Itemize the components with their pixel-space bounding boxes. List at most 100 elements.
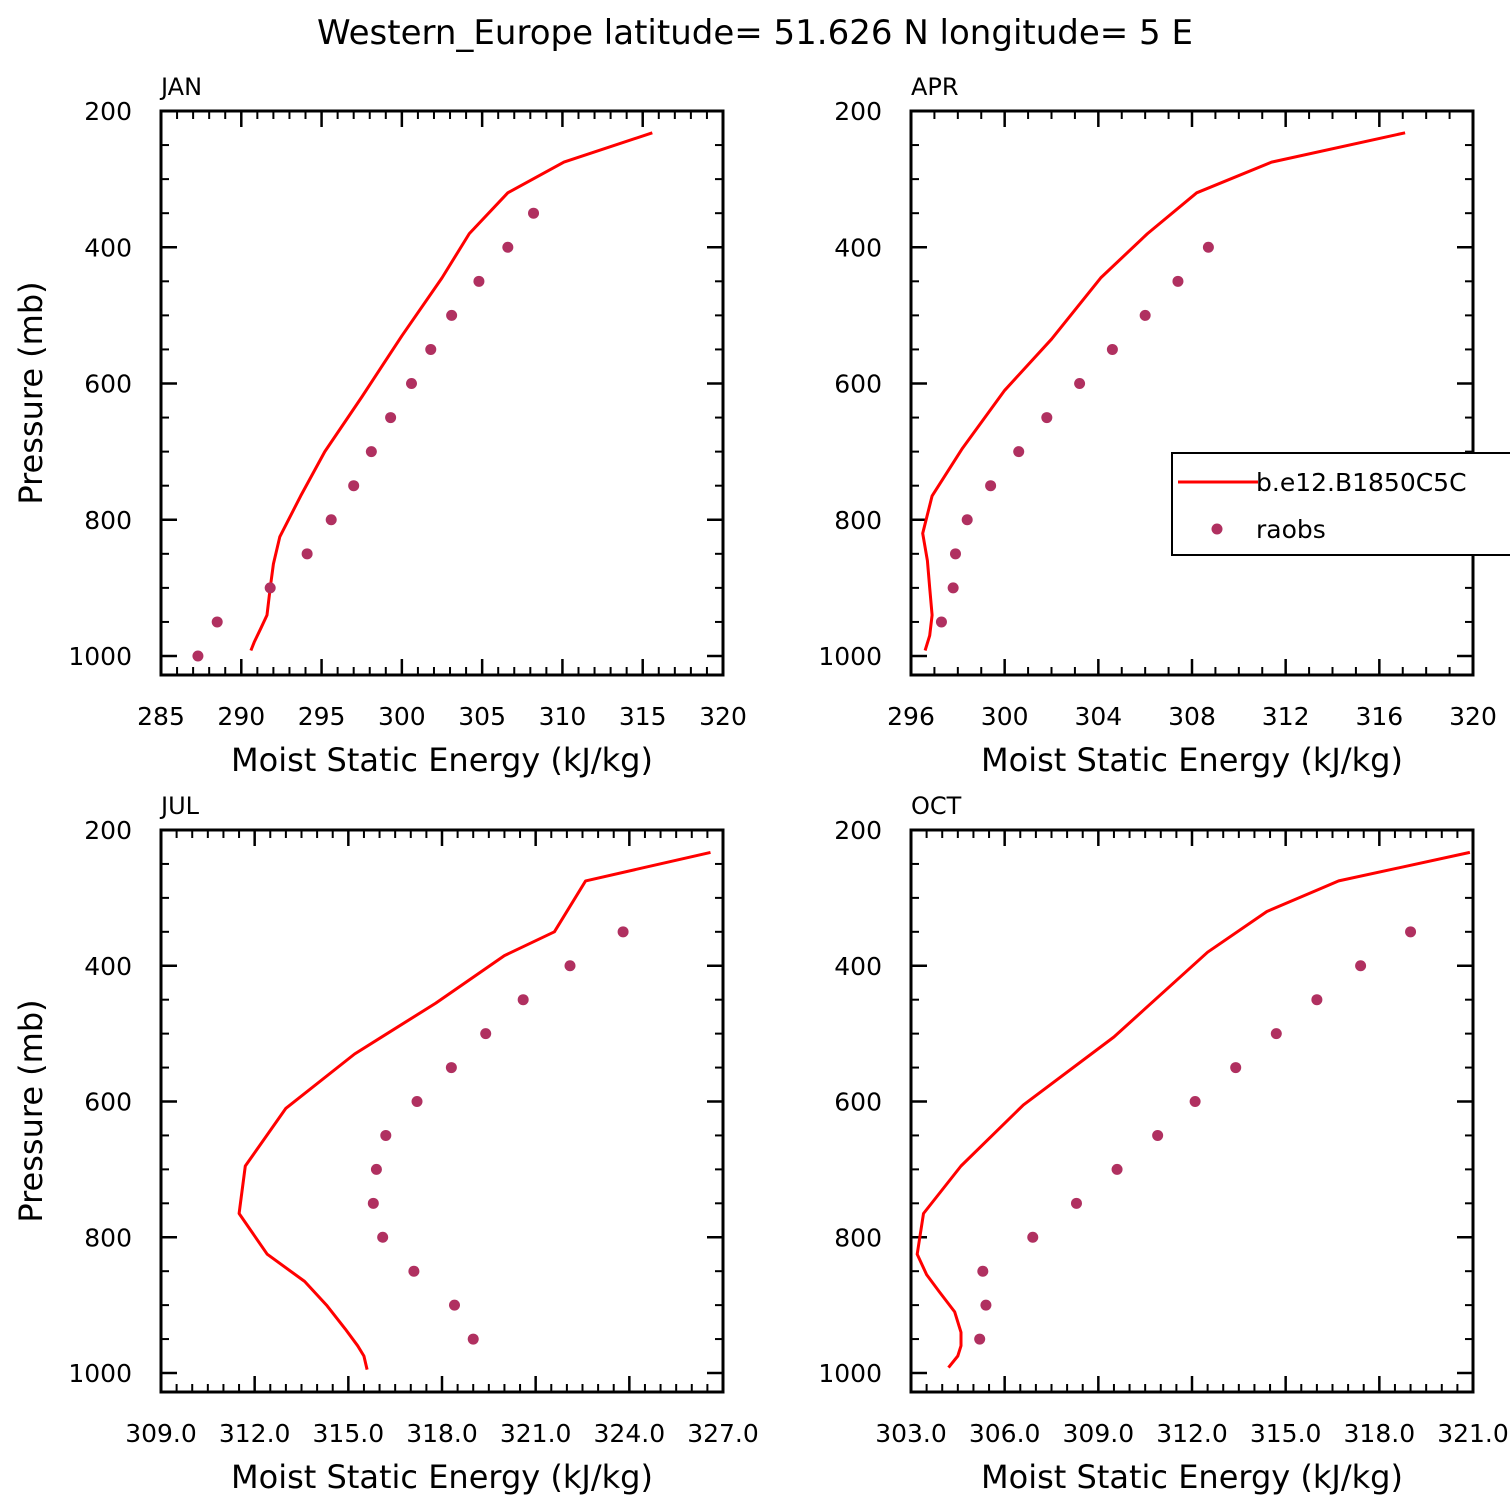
y-tick-label: 1000 bbox=[818, 1359, 882, 1388]
raobs-point bbox=[1270, 1028, 1282, 1040]
x-tick-label: 318.0 bbox=[1344, 1419, 1416, 1448]
raobs-point bbox=[425, 343, 437, 355]
x-tick-label: 327.0 bbox=[687, 1419, 759, 1448]
series-raobs bbox=[367, 926, 629, 1345]
x-tick-label: 304 bbox=[1074, 702, 1122, 731]
raobs-point bbox=[408, 1265, 420, 1277]
panels: JAN 285 290 295 300 305 310 315 320 1000 800 600 400… bbox=[12, 73, 1509, 1496]
y-tick-label: 400 bbox=[834, 952, 882, 981]
raobs-point bbox=[1152, 1129, 1164, 1141]
raobs-point bbox=[301, 548, 313, 560]
y-tick-label: 200 bbox=[834, 97, 882, 126]
raobs-point bbox=[1074, 378, 1086, 389]
raobs-point bbox=[1111, 1163, 1123, 1175]
x-tick-label: 309.0 bbox=[125, 1419, 197, 1448]
y-tick-label: 800 bbox=[84, 1223, 132, 1252]
y-tick-label: 600 bbox=[84, 370, 132, 399]
legend: b.e12.B1850C5C raobs bbox=[1171, 452, 1510, 556]
raobs-point bbox=[1230, 1062, 1242, 1074]
plot-frame bbox=[159, 828, 725, 1394]
series-raobs bbox=[935, 241, 1214, 628]
x-tick-label: 320 bbox=[1449, 702, 1497, 731]
x-tick-label: 300 bbox=[981, 702, 1029, 731]
x-tick-label: 315.0 bbox=[313, 1419, 385, 1448]
panel-label: APR bbox=[911, 73, 959, 101]
raobs-point bbox=[377, 1231, 389, 1243]
raobs-point bbox=[949, 548, 961, 560]
x-tick-label: 309.0 bbox=[1063, 1419, 1135, 1448]
raobs-point bbox=[961, 514, 973, 526]
raobs-point bbox=[1139, 309, 1151, 321]
raobs-point bbox=[1311, 994, 1323, 1006]
x-tick-label: 295 bbox=[298, 702, 346, 731]
y-tick-label: 600 bbox=[834, 370, 882, 399]
raobs-point bbox=[1027, 1231, 1039, 1243]
panel-label: JUL bbox=[159, 792, 200, 820]
x-tick-label: 316 bbox=[1355, 702, 1403, 731]
raobs-point bbox=[385, 412, 397, 424]
raobs-point bbox=[473, 275, 485, 287]
x-axis-title: Moist Static Energy (kJ/kg) bbox=[231, 1458, 653, 1496]
x-axis-title: Moist Static Energy (kJ/kg) bbox=[981, 1458, 1403, 1496]
raobs-point bbox=[264, 582, 276, 594]
raobs-point bbox=[617, 926, 629, 938]
legend-label-model: b.e12.B1850C5C bbox=[1256, 468, 1467, 497]
plot-frame bbox=[159, 109, 725, 677]
x-axis-title: Moist Static Energy (kJ/kg) bbox=[981, 741, 1403, 779]
panel-oct: OCT 303.0 306.0 309.0 312.0 315.0 318.0 321.0 10… bbox=[818, 792, 1508, 1496]
panel-jul: JUL 309.0 312.0 315.0 318.0 321.0 324.0 327.0 10… bbox=[12, 792, 759, 1496]
raobs-point bbox=[192, 650, 204, 662]
raobs-point bbox=[502, 241, 514, 253]
raobs-point bbox=[1106, 343, 1118, 355]
series-line-model bbox=[249, 131, 653, 652]
raobs-point bbox=[480, 1028, 492, 1040]
raobs-point bbox=[1189, 1096, 1201, 1107]
raobs-point bbox=[467, 1333, 479, 1345]
raobs-point bbox=[1202, 241, 1214, 253]
x-tick-label: 315 bbox=[619, 702, 667, 731]
raobs-point bbox=[365, 446, 377, 458]
raobs-point bbox=[1355, 960, 1367, 972]
raobs-point bbox=[370, 1163, 382, 1175]
raobs-point bbox=[947, 582, 959, 594]
x-tick-label: 310 bbox=[539, 702, 587, 731]
raobs-point bbox=[325, 514, 337, 526]
x-tick-label: 312.0 bbox=[219, 1419, 291, 1448]
x-tick-label: 300 bbox=[378, 702, 426, 731]
x-tick-label: 321.0 bbox=[1437, 1419, 1509, 1448]
panel-label: JAN bbox=[159, 73, 202, 101]
legend-box bbox=[1171, 452, 1510, 556]
raobs-point bbox=[211, 616, 223, 628]
x-tick-label: 285 bbox=[137, 702, 185, 731]
raobs-point bbox=[974, 1333, 986, 1345]
series-raobs bbox=[974, 926, 1417, 1345]
legend-label-raobs: raobs bbox=[1256, 515, 1326, 544]
y-axis-title: Pressure (mb) bbox=[12, 999, 50, 1222]
panel-jan: JAN 285 290 295 300 305 310 315 320 1000 800 600 400… bbox=[12, 73, 747, 779]
x-tick-label: 312 bbox=[1262, 702, 1310, 731]
raobs-point bbox=[1041, 412, 1053, 424]
x-tick-label: 290 bbox=[217, 702, 265, 731]
x-axis-title: Moist Static Energy (kJ/kg) bbox=[231, 741, 653, 779]
y-tick-label: 200 bbox=[84, 97, 132, 126]
x-tick-label: 312.0 bbox=[1156, 1419, 1228, 1448]
y-tick-label: 800 bbox=[834, 506, 882, 535]
x-tick-label: 320 bbox=[699, 702, 747, 731]
raobs-point bbox=[445, 1062, 457, 1074]
y-axis-title: Pressure (mb) bbox=[12, 281, 50, 504]
series-line-model bbox=[921, 131, 1406, 651]
raobs-point bbox=[411, 1096, 423, 1107]
raobs-point bbox=[380, 1129, 392, 1141]
x-tick-label: 318.0 bbox=[406, 1419, 478, 1448]
y-tick-label: 400 bbox=[834, 233, 882, 262]
y-tick-label: 600 bbox=[84, 1088, 132, 1117]
raobs-point bbox=[448, 1299, 460, 1311]
raobs-point bbox=[1172, 275, 1184, 287]
y-tick-label: 400 bbox=[84, 233, 132, 262]
y-tick-label: 1000 bbox=[68, 1359, 132, 1388]
x-tick-label: 321.0 bbox=[500, 1419, 572, 1448]
y-tick-label: 200 bbox=[834, 816, 882, 845]
series-line-model bbox=[237, 850, 711, 1370]
figure-title: Western_Europe latitude= 51.626 N longit… bbox=[317, 13, 1193, 53]
